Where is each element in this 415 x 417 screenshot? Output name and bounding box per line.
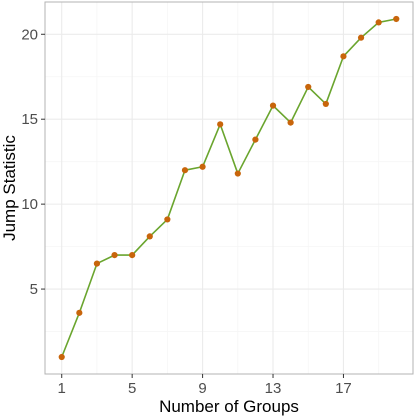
x-axis-title: Number of Groups: [159, 397, 299, 416]
data-point: [375, 19, 382, 26]
data-point: [305, 83, 312, 91]
data-point: [322, 100, 329, 108]
x-tick-label: 9: [198, 380, 206, 397]
data-point: [269, 102, 277, 109]
y-tick-label: 15: [21, 111, 38, 128]
x-tick-label: 13: [265, 380, 282, 397]
data-point: [199, 163, 206, 170]
y-tick-label: 10: [21, 196, 38, 213]
data-point: [129, 251, 136, 259]
x-tick-label: 1: [58, 380, 66, 397]
data-point: [393, 15, 400, 23]
y-tick-label: 5: [30, 281, 38, 298]
y-axis-ticks: 5 10 15 20: [21, 26, 45, 298]
data-point: [217, 121, 224, 128]
x-tick-label: 5: [128, 380, 136, 397]
data-point: [164, 216, 171, 223]
data-point: [340, 53, 347, 60]
x-tick-label: 17: [335, 380, 352, 397]
data-point: [234, 170, 241, 177]
data-point: [58, 353, 65, 361]
data-point: [287, 119, 294, 126]
data-point: [93, 260, 101, 267]
data-point: [252, 136, 259, 143]
data-point: [146, 233, 153, 240]
data-point: [357, 34, 365, 41]
data-point: [181, 167, 189, 174]
data-point: [76, 309, 83, 316]
plot-background: [45, 2, 413, 374]
x-axis-ticks: 1 5 9 13 17: [58, 374, 352, 397]
y-tick-label: 20: [21, 26, 38, 43]
grid: [45, 2, 413, 374]
data-point: [111, 251, 118, 259]
panel-border: [44, 1, 414, 375]
series: [58, 15, 400, 361]
y-axis-title: Jump Statistic: [0, 135, 19, 241]
